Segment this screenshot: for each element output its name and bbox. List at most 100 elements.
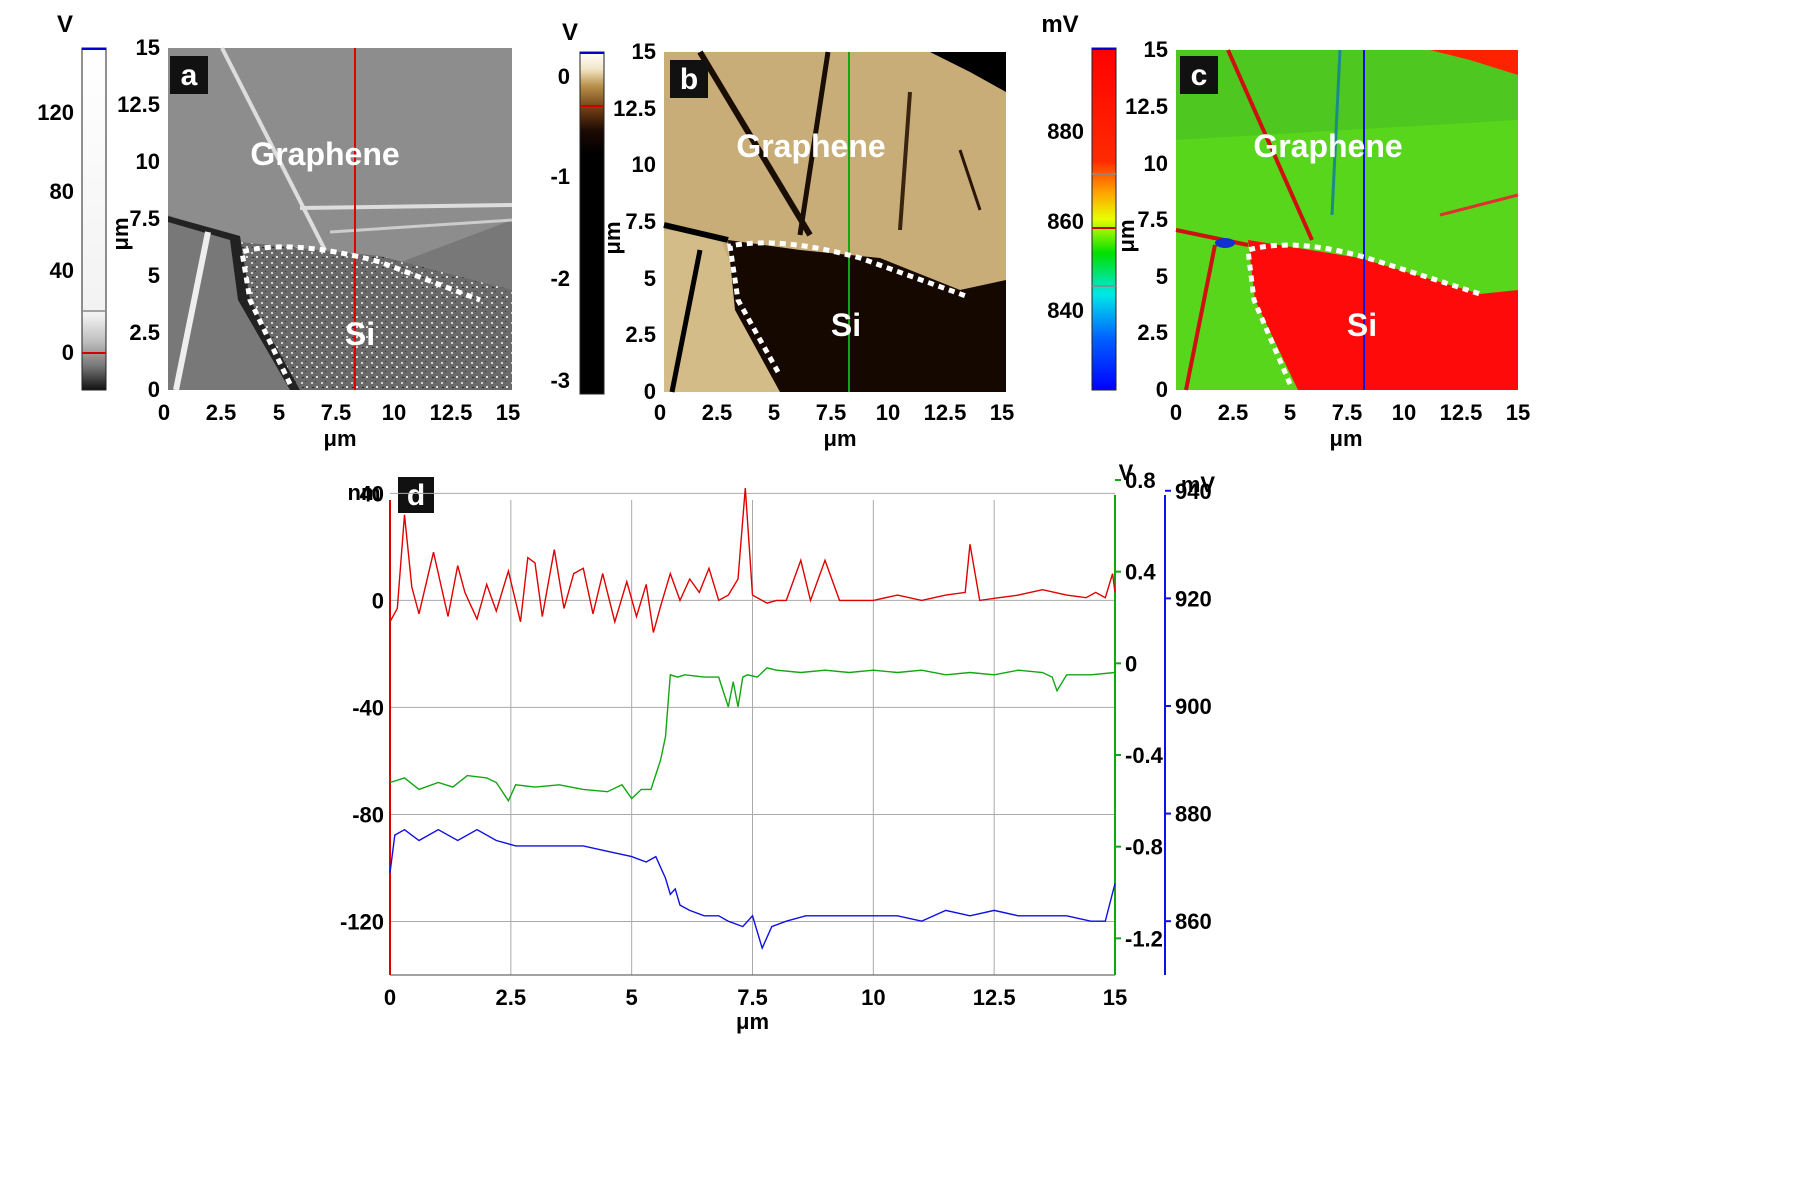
panel-a-xtick-1: 2.5 <box>206 400 237 425</box>
y-right1-tick-label: 0.8 <box>1125 468 1156 493</box>
y-right2-unit: mV <box>1181 472 1216 497</box>
panel-c-ytick-3: 7.5 <box>1137 207 1168 232</box>
panel-a-x-label: μm <box>323 426 356 451</box>
panel-b-colorbar <box>579 51 605 395</box>
panel-a-letter-box <box>170 56 208 94</box>
y-right2-tick-label: 920 <box>1175 586 1212 611</box>
panel-d-letter-box <box>398 477 434 513</box>
panel-b-y-label: μm <box>600 221 625 254</box>
panel-a-ytick-1: 12.5 <box>117 92 160 117</box>
panel-c-crack-5 <box>1439 193 1519 217</box>
panel-b-crack-1 <box>697 50 813 237</box>
panel-c-xtick-5: 12.5 <box>1440 400 1483 425</box>
x-tick-label: 5 <box>626 985 638 1010</box>
panel-c-x-ticks: 0 2.5 5 7.5 10 12.5 15 <box>1170 400 1530 425</box>
panel-c-xtick-2: 5 <box>1284 400 1296 425</box>
panel-c-y-ticks: 15 12.5 10 7.5 5 2.5 0 <box>1125 37 1168 402</box>
panel-b-cbtick-0: 0 <box>558 64 570 89</box>
panel-b-crack-2 <box>797 51 831 236</box>
panel-b-dark-corner <box>930 52 1006 92</box>
panel-a-colorbar-unit: V <box>57 11 73 38</box>
panel-a-ytick-3: 7.5 <box>129 206 160 231</box>
y-right1-tick-label: -1.2 <box>1125 926 1163 951</box>
y-right1-unit: V <box>1119 460 1134 485</box>
panel-a-region-si: Si <box>345 316 375 352</box>
panel-b-crack-6 <box>958 149 982 211</box>
panel-a-x-ticks: 0 2.5 5 7.5 10 12.5 15 <box>158 400 520 425</box>
panel-c-crack-3 <box>1175 228 1249 247</box>
panel-c-ytick-1: 12.5 <box>1125 94 1168 119</box>
panel-a-letter: a <box>181 59 198 92</box>
panel-a: V 120 80 40 0 a Graphene Si 15 12.5 10 7… <box>37 11 520 451</box>
panel-b-ytick-1: 12.5 <box>613 96 656 121</box>
panel-b-cbtick-2: -2 <box>550 266 570 291</box>
panel-b-letter: b <box>680 63 698 96</box>
panel-c-ytick-4: 5 <box>1156 264 1168 289</box>
y-left-unit: nm <box>348 480 381 505</box>
panel-b-ytick-6: 0 <box>644 379 656 404</box>
panel-a-boundary-dashed <box>239 244 481 386</box>
panel-c-cbtick-0: 880 <box>1047 119 1084 144</box>
panel-d-chart: 0 2.5 5 7.5 10 12.5 15 μm 40 0 -40 -80 -120 nm 0.8 0.4 0… <box>340 460 1215 1034</box>
panel-b-cbtick-3: -3 <box>550 368 570 393</box>
panel-c-ytick-6: 0 <box>1156 377 1168 402</box>
panel-a-ytick-6: 0 <box>148 377 160 402</box>
x-tick-label: 10 <box>861 985 885 1010</box>
panel-b-y-ticks: 15 12.5 10 7.5 5 2.5 0 <box>613 39 656 404</box>
series-line-left <box>389 487 1116 633</box>
y-right1-tick-label: 0 <box>1125 651 1137 676</box>
panel-a-colorbar <box>81 47 107 391</box>
panel-c-colorbar-unit: mV <box>1041 11 1078 38</box>
panel-c-x-label: μm <box>1329 426 1362 451</box>
panel-c-region-si: Si <box>1347 307 1377 343</box>
panel-b-xtick-1: 2.5 <box>702 400 733 425</box>
panel-b-ytick-3: 7.5 <box>625 209 656 234</box>
panel-b-letter-box <box>670 60 708 98</box>
panel-b-xtick-2: 5 <box>768 400 780 425</box>
panel-c: mV 880 860 840 c Graphene Si 15 12.5 10 <box>1041 11 1530 451</box>
y-left-tick-label: 40 <box>360 481 384 506</box>
series-line-right1 <box>389 667 1116 803</box>
panel-c-boundary-dashed <box>1245 242 1481 385</box>
panel-b-xtick-6: 15 <box>990 400 1014 425</box>
panel-c-xtick-6: 15 <box>1506 400 1530 425</box>
panel-b-crack-5 <box>669 249 703 393</box>
panel-a-xtick-0: 0 <box>158 400 170 425</box>
panel-b-colorbar-ticks: 0 -1 -2 -3 <box>550 64 570 393</box>
panel-b-xtick-4: 10 <box>876 400 900 425</box>
panel-c-si-region <box>1248 240 1518 390</box>
panel-a-region-graphene: Graphene <box>250 136 399 172</box>
panel-c-ytick-2: 10 <box>1144 151 1168 176</box>
panel-b-x-ticks: 0 2.5 5 7.5 10 12.5 15 <box>654 400 1014 425</box>
panel-b-ytick-5: 2.5 <box>625 322 656 347</box>
y-left-tick-label: -120 <box>340 909 384 934</box>
panel-a-crack-1 <box>220 47 327 251</box>
panel-b-region-si: Si <box>831 307 861 343</box>
panel-b-crack-3 <box>898 91 912 231</box>
panel-a-ytick-0: 15 <box>136 35 160 60</box>
panel-d-letter: d <box>407 479 425 512</box>
panel-a-crack-3 <box>299 203 513 210</box>
panel-c-green-band <box>1176 50 1518 140</box>
panel-a-cbtick-2: 40 <box>50 258 74 283</box>
series-line-right2 <box>389 828 1116 951</box>
y-right1-tick-label: 0.4 <box>1125 560 1156 585</box>
y-right1-tick-label: -0.4 <box>1125 743 1164 768</box>
panel-a-ytick-2: 10 <box>136 149 160 174</box>
panel-b-xtick-5: 12.5 <box>924 400 967 425</box>
panel-b-x-label: μm <box>823 426 856 451</box>
y-right2-tick-label: 880 <box>1175 802 1212 827</box>
panel-b-light-region <box>664 230 780 392</box>
panel-b-cbtick-1: -1 <box>550 164 570 189</box>
panel-b-ytick-0: 15 <box>632 39 656 64</box>
y-right1-tick-label: -0.8 <box>1125 835 1163 860</box>
panel-b-boundary-dashed <box>727 240 967 374</box>
panel-a-cbtick-1: 80 <box>50 179 74 204</box>
panel-b-region-graphene: Graphene <box>736 128 885 164</box>
x-tick-label: 2.5 <box>496 985 527 1010</box>
panel-b-si-region <box>728 240 1006 392</box>
panel-a-xtick-5: 12.5 <box>430 400 473 425</box>
panel-a-xtick-4: 10 <box>382 400 406 425</box>
panel-c-crack-4 <box>1184 244 1217 391</box>
y-right2-tick-label: 940 <box>1175 479 1212 504</box>
